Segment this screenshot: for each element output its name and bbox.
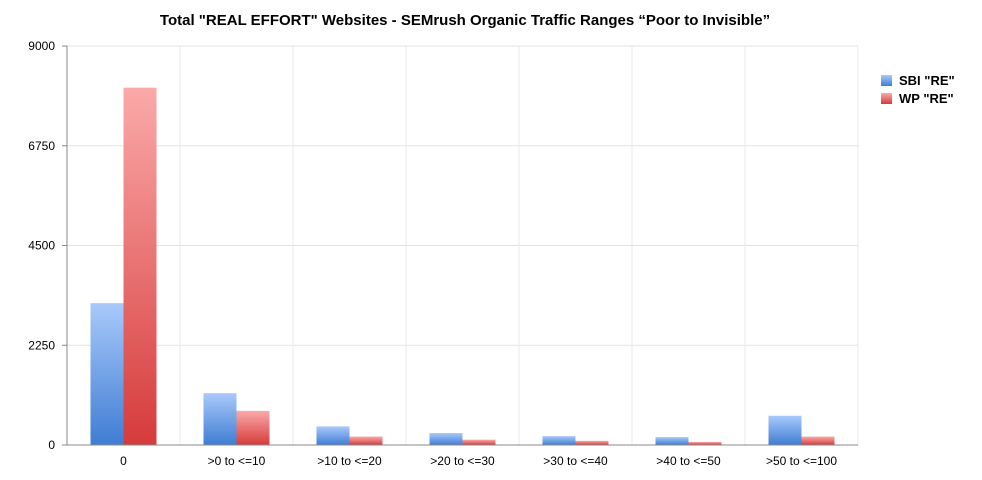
y-tick-label: 2250: [28, 338, 55, 352]
x-tick-label: >0 to <=10: [208, 454, 266, 468]
tick-labels: 0 2250 4500 6750 9000 0 >0 to <=10 >10 to <=20 >…: [28, 39, 837, 468]
legend-swatch-wp: [881, 93, 892, 104]
bar-sbi-3: [429, 433, 463, 445]
gridlines: [67, 45, 859, 445]
bar-wp-3: [462, 439, 496, 445]
bar-sbi-5: [655, 437, 689, 445]
bar-sbi-2: [316, 426, 350, 445]
legend-label-sbi: SBI "RE": [899, 73, 955, 88]
chart-title: Total "REAL EFFORT" Websites - SEMrush O…: [160, 12, 770, 29]
bar-sbi-1: [203, 393, 237, 445]
x-tick-label: >50 to <=100: [766, 454, 837, 468]
legend: SBI "RE" WP "RE": [881, 73, 955, 106]
bar-sbi-0: [90, 303, 124, 445]
bar-wp-5: [688, 441, 722, 445]
x-tick-label: >10 to <=20: [317, 454, 382, 468]
bar-wp-4: [575, 440, 609, 445]
bar-sbi-4: [542, 436, 576, 445]
y-tick-label: 0: [48, 438, 55, 452]
y-tick-label: 4500: [28, 239, 55, 253]
bar-wp-1: [236, 410, 270, 445]
x-tick-label: 0: [120, 454, 127, 468]
x-tick-label: >40 to <=50: [656, 454, 721, 468]
y-tick-label: 9000: [28, 39, 55, 53]
y-tick-label: 6750: [28, 139, 55, 153]
legend-label-wp: WP "RE": [899, 91, 954, 106]
bars: [90, 87, 835, 445]
bar-wp-0: [123, 87, 157, 445]
bar-sbi-6: [768, 415, 802, 445]
bar-wp-2: [349, 436, 383, 445]
x-tick-label: >30 to <=40: [543, 454, 608, 468]
bar-wp-6: [801, 436, 835, 445]
axes: [62, 45, 858, 446]
legend-swatch-sbi: [881, 75, 892, 86]
x-tick-label: >20 to <=30: [430, 454, 495, 468]
